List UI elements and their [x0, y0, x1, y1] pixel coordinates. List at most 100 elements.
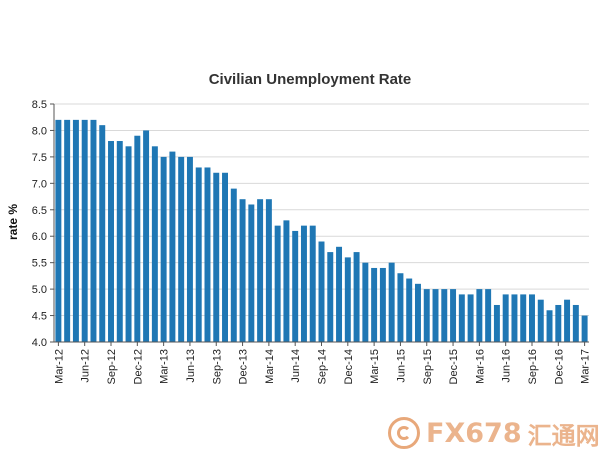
y-tick-label: 8.0: [32, 125, 47, 137]
bar: [257, 199, 264, 342]
bar: [423, 289, 430, 342]
bar: [178, 156, 185, 342]
x-tick-label: Dec-13: [238, 349, 250, 384]
bar: [64, 119, 71, 343]
bar: [143, 130, 150, 342]
x-tick-label: Jun-13: [185, 349, 197, 383]
fx678-logo-icon: [388, 417, 420, 449]
bar: [353, 252, 360, 342]
bar: [485, 289, 492, 342]
bar: [537, 299, 544, 342]
x-tick-label: Jun-14: [290, 349, 302, 383]
bar: [160, 156, 167, 342]
bar: [309, 225, 316, 342]
bar: [388, 262, 395, 342]
bar: [546, 310, 553, 342]
bar: [125, 146, 132, 342]
y-tick-label: 7.0: [32, 178, 47, 190]
x-tick-label: Sep-16: [527, 349, 539, 384]
bar: [116, 141, 123, 342]
y-tick-label: 5.5: [32, 258, 47, 270]
bar: [283, 220, 290, 342]
x-tick-label: Dec-14: [343, 349, 355, 384]
y-axis-label: rate %: [6, 204, 20, 240]
bar: [230, 188, 237, 342]
y-tick-label: 7.5: [32, 152, 47, 164]
bar: [458, 294, 465, 342]
bar: [529, 294, 535, 342]
bar: [248, 204, 255, 342]
y-tick-label: 8.5: [32, 99, 47, 111]
bar: [81, 119, 88, 343]
bar: [441, 289, 448, 342]
bar: [204, 167, 211, 342]
x-tick-label: Dec-12: [132, 349, 144, 384]
bar: [581, 315, 588, 342]
x-tick-label: Jun-12: [80, 349, 92, 383]
x-tick-label: Mar-13: [159, 349, 171, 384]
bar: [371, 267, 378, 342]
bar: [450, 289, 457, 342]
bar: [432, 289, 439, 342]
x-tick-label: Dec-15: [448, 349, 460, 384]
bar: [502, 294, 509, 342]
y-tick-label: 6.0: [32, 231, 47, 243]
bar: [151, 146, 158, 342]
x-tick-label: Mar-16: [474, 349, 486, 384]
bar: [239, 199, 246, 342]
bar: [265, 199, 272, 342]
bar: [186, 156, 193, 342]
bar: [213, 172, 220, 342]
y-tick-label: 6.5: [32, 205, 47, 217]
bar: [108, 141, 114, 342]
watermark-text: FX678: [426, 417, 522, 449]
bar: [336, 246, 343, 342]
bar: [511, 294, 518, 342]
y-tick-label: 4.0: [32, 337, 47, 349]
bar: [292, 230, 299, 342]
x-tick-label: Mar-12: [53, 349, 65, 384]
x-tick-label: Mar-15: [369, 349, 381, 384]
bar: [476, 289, 483, 342]
bar: [327, 252, 334, 342]
x-tick-label: Mar-17: [580, 349, 592, 384]
x-tick-labels: Mar-12 Jun-12 Sep-12 Dec-12 Mar-13 Jun-13 Sep-…: [53, 342, 592, 384]
bar: [493, 304, 500, 342]
bar: [344, 257, 351, 342]
bar: [520, 294, 527, 342]
chart-title: Civilian Unemployment Rate: [209, 71, 412, 88]
bar: [379, 267, 386, 342]
x-tick-label: Sep-14: [317, 349, 329, 384]
bar: [274, 225, 281, 342]
bar: [99, 125, 106, 342]
x-tick-label: Jun-15: [395, 349, 407, 383]
bar: [318, 241, 325, 342]
x-tick-label: Dec-16: [553, 349, 565, 384]
x-tick-label: Sep-13: [211, 349, 223, 384]
bar: [90, 119, 97, 343]
x-tick-label: Sep-15: [422, 349, 434, 384]
x-tick-label: Sep-12: [106, 349, 118, 384]
y-tick-labels: 4.0 4.5 5.0 5.5 6.0 6.5 7.0 7.5 8.0 8.5: [32, 99, 47, 349]
bar: [195, 167, 202, 342]
bar: [169, 151, 176, 342]
bar: [397, 273, 404, 342]
bar: [222, 172, 228, 342]
bar: [414, 283, 421, 342]
bar: [134, 135, 141, 342]
watermark: FX678 汇通网: [388, 415, 600, 451]
bar: [572, 304, 579, 342]
watermark-cn-text: 汇通网: [527, 421, 600, 450]
y-tick-label: 4.5: [32, 311, 47, 323]
bar: [300, 225, 307, 342]
x-tick-label: Mar-14: [264, 349, 276, 384]
bar: [55, 119, 62, 343]
bar: [564, 299, 571, 342]
bar: [406, 278, 413, 342]
bar: [362, 262, 369, 342]
bar: [555, 304, 562, 342]
x-tick-label: Jun-16: [501, 349, 513, 383]
y-tick-label: 5.0: [32, 284, 47, 296]
bars: [55, 119, 588, 343]
